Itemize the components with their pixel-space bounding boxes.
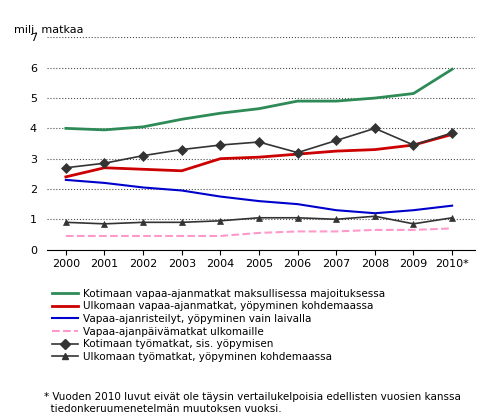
Text: milj. matkaa: milj. matkaa — [14, 25, 84, 35]
Text: * Vuoden 2010 luvut eivät ole täysin vertailukelpoisia edellisten vuosien kanssa: * Vuoden 2010 luvut eivät ole täysin ver… — [44, 392, 461, 414]
Legend: Kotimaan vapaa-ajanmatkat maksullisessa majoituksessa, Ulkomaan vapaa-ajanmatkat: Kotimaan vapaa-ajanmatkat maksullisessa … — [52, 289, 385, 362]
